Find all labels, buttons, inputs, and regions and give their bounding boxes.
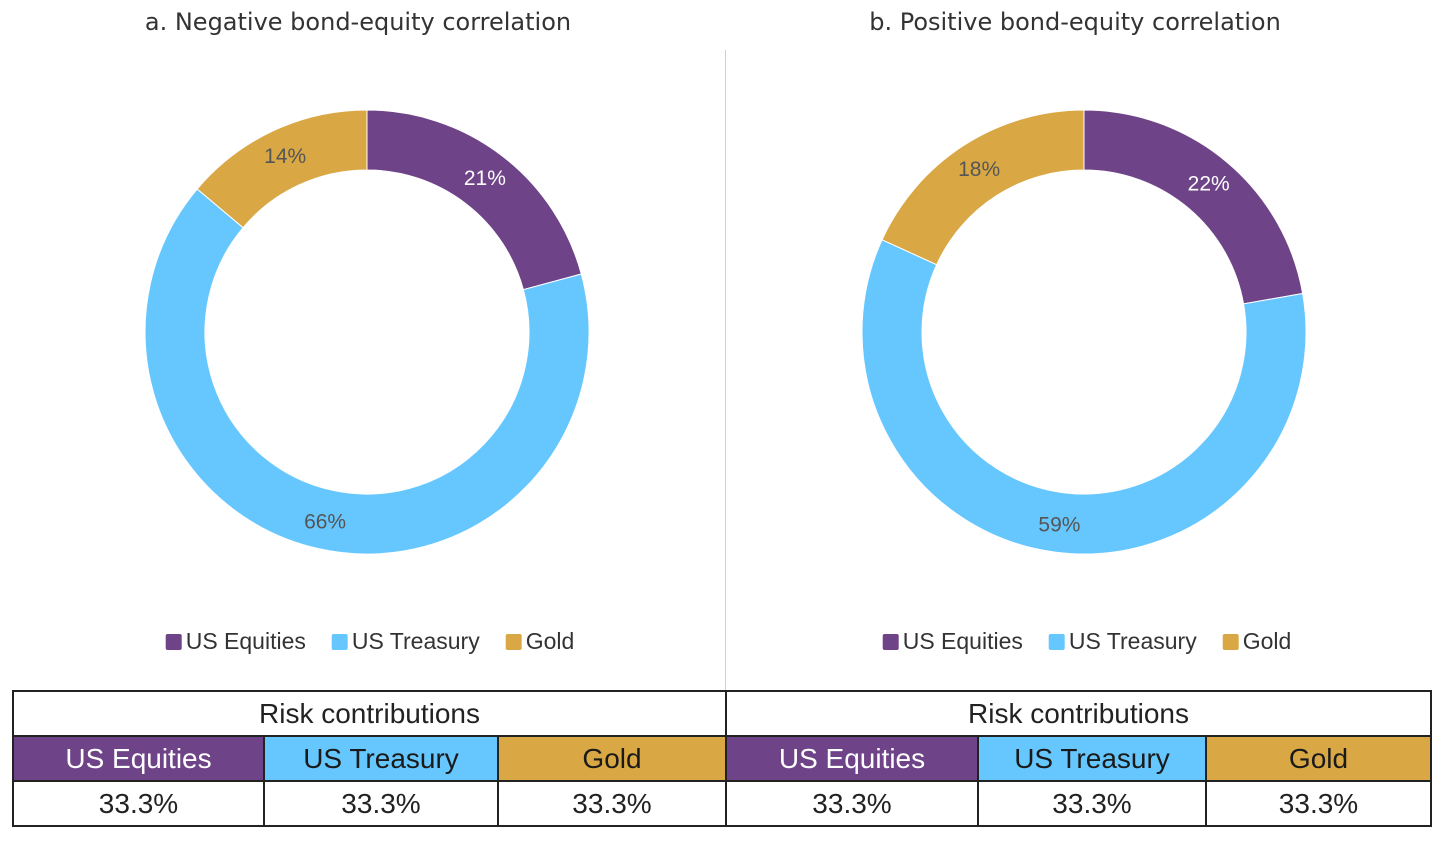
risk-header-b: Risk contributions: [725, 690, 1432, 737]
legend-label: Gold: [525, 628, 575, 654]
legend-label: US Treasury: [351, 628, 480, 654]
col-gold-a: Gold: [497, 735, 727, 782]
legend-swatch-gold: [505, 633, 522, 650]
chart-a-title: a. Negative bond-equity correlation: [144, 8, 572, 36]
legend-swatch-us-treasury: [331, 633, 348, 650]
slice-gold: [196, 109, 368, 229]
value-us-equities-a: 33.3%: [12, 780, 265, 827]
value-us-treasury-b: 33.3%: [977, 780, 1207, 827]
data-label-us-treasury: 59%: [1038, 513, 1080, 536]
donut-chart-a: 21% 66% 14%: [144, 109, 590, 555]
chart-b-title: b. Positive bond-equity correlation: [869, 8, 1281, 36]
risk-header-a: Risk contributions: [12, 690, 727, 737]
legend-swatch-us-equities: [882, 633, 899, 650]
slice-us-equities: [366, 109, 582, 291]
value-gold-b: 33.3%: [1205, 780, 1432, 827]
col-us-equities-a: US Equities: [12, 735, 265, 782]
legend-item-gold: Gold: [505, 628, 575, 655]
panel-divider: [725, 50, 726, 690]
col-us-treasury-b: US Treasury: [977, 735, 1207, 782]
legend-item-us-equities: US Equities: [165, 628, 306, 655]
data-label-us-treasury: 66%: [304, 510, 346, 533]
col-gold-b: Gold: [1205, 735, 1432, 782]
value-gold-a: 33.3%: [497, 780, 727, 827]
donut-chart-b: 22% 59% 18%: [861, 109, 1307, 555]
legend-item-gold: Gold: [1222, 628, 1292, 655]
col-us-equities-b: US Equities: [725, 735, 979, 782]
legend-label: US Equities: [185, 628, 306, 654]
data-label-gold: 14%: [264, 145, 306, 168]
slice-us-treasury: [861, 239, 1307, 555]
legend-b: US Equities US Treasury Gold: [882, 628, 1292, 655]
data-label-us-equities: 21%: [464, 167, 506, 190]
data-label-gold: 18%: [958, 158, 1000, 181]
data-label-us-equities: 22%: [1188, 172, 1230, 195]
value-us-equities-b: 33.3%: [725, 780, 979, 827]
legend-item-us-treasury: US Treasury: [1048, 628, 1197, 655]
legend-label: Gold: [1242, 628, 1292, 654]
legend-swatch-us-treasury: [1048, 633, 1065, 650]
slice-us-treasury: [144, 188, 590, 555]
legend-label: US Equities: [902, 628, 1023, 654]
slice-gold: [881, 109, 1085, 266]
slice-us-equities: [1083, 109, 1304, 305]
legend-swatch-gold: [1222, 633, 1239, 650]
legend-label: US Treasury: [1068, 628, 1197, 654]
value-us-treasury-a: 33.3%: [263, 780, 499, 827]
legend-item-us-treasury: US Treasury: [331, 628, 480, 655]
risk-contributions-table: Risk contributions Risk contributions US…: [12, 690, 1432, 827]
col-us-treasury-a: US Treasury: [263, 735, 499, 782]
legend-item-us-equities: US Equities: [882, 628, 1023, 655]
legend-a: US Equities US Treasury Gold: [165, 628, 575, 655]
legend-swatch-us-equities: [165, 633, 182, 650]
